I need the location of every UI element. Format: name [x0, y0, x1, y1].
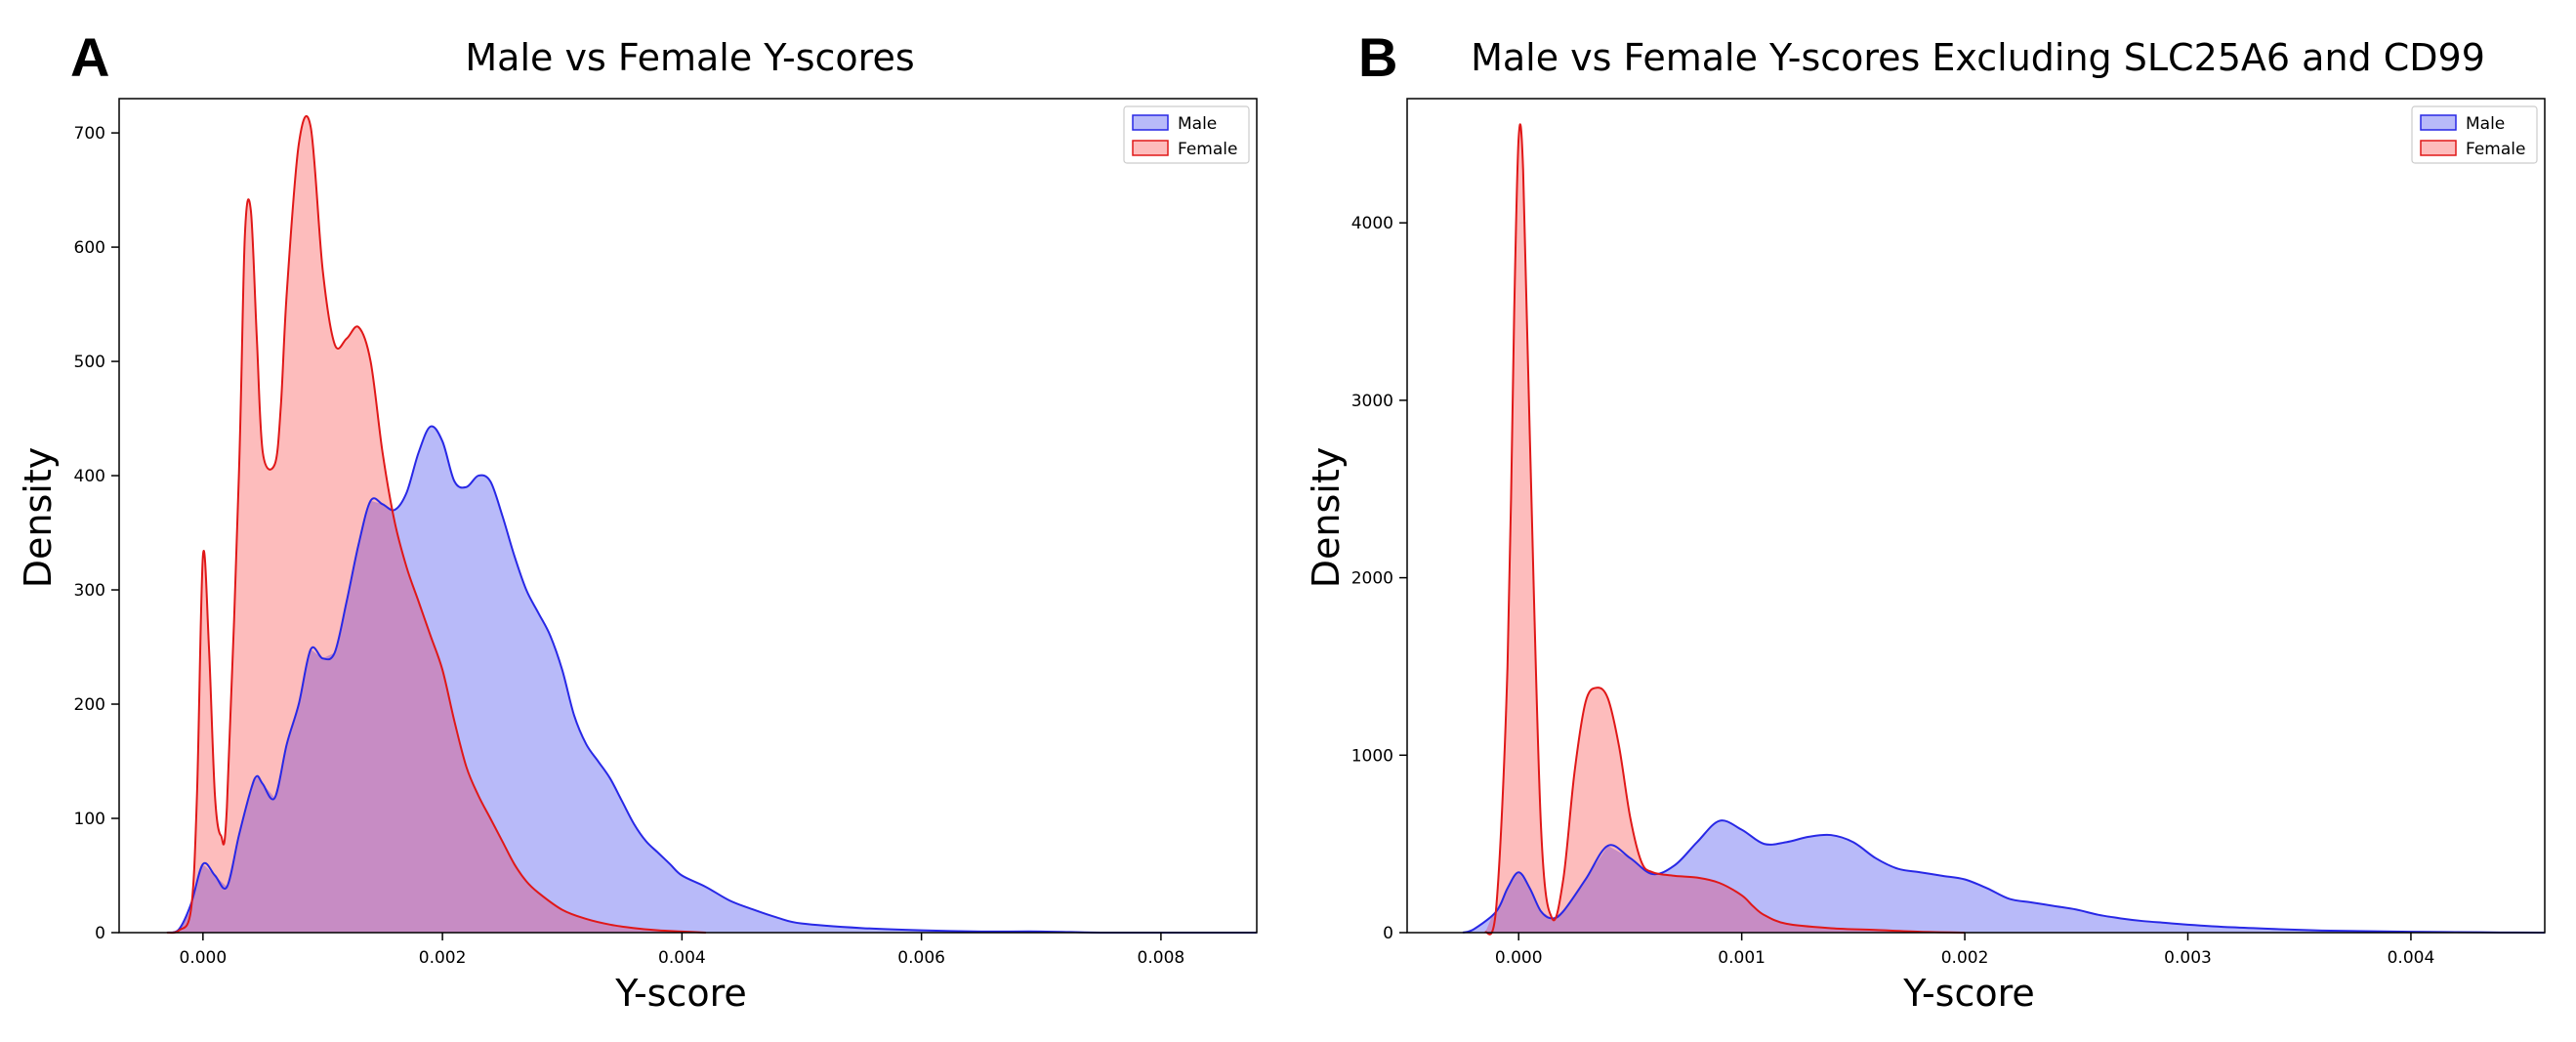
overlap-area [1407, 846, 2545, 933]
x-tick-label: 0.002 [419, 948, 467, 968]
chart-title: Male vs Female Y-scores Excluding SLC25A… [1471, 36, 2485, 79]
plot-frame [118, 98, 1258, 934]
x-tick-label: 0.003 [2164, 948, 2212, 968]
y-tick-label: 300 [74, 581, 105, 601]
y-tick-label: 200 [74, 695, 105, 715]
y-tick-label: 0 [1383, 924, 1393, 943]
x-axis-label: Y-score [614, 972, 747, 1015]
legend-male-label: Male [2466, 114, 2505, 134]
panel-letter: B [1358, 26, 1397, 88]
panel-letter: A [70, 26, 109, 88]
overlap-area [119, 501, 1257, 933]
x-axis-label: Y-score [1902, 972, 2035, 1015]
female-density-area [1484, 124, 1966, 935]
y-tick-label: 400 [74, 467, 105, 486]
legend-female-label: Female [1178, 140, 1237, 159]
y-tick-label: 100 [74, 810, 105, 829]
x-tick-label: 0.000 [180, 948, 228, 968]
chart-b: B Male vs Female Y-scores Excluding SLC25… [1305, 26, 2546, 1015]
y-axis-label: Density [17, 447, 60, 588]
female-density-line [166, 114, 706, 935]
x-tick-label: 0.001 [1718, 948, 1766, 968]
x-tick-label: 0.002 [1941, 948, 1989, 968]
chart-title: Male vs Female Y-scores [465, 36, 914, 79]
x-tick-label: 0.004 [658, 948, 706, 968]
y-tick-label: 600 [74, 238, 105, 258]
x-tick-label: 0.000 [1495, 948, 1543, 968]
x-tick-label: 0.006 [897, 948, 945, 968]
y-axis-label: Density [1305, 447, 1348, 588]
female-density-line [1484, 123, 1966, 936]
legend-male-label: Male [1178, 114, 1217, 134]
male-density-line [166, 425, 1257, 935]
y-tick-label: 700 [74, 124, 105, 144]
x-tick-label: 0.008 [1138, 948, 1185, 968]
panel-b: B Male vs Female Y-scores Excluding SLC25… [1288, 0, 2576, 1042]
panel-a: A Male vs Female Y-scores 0.000 0.002 0.004 0… [17, 26, 1258, 1015]
legend-female-swatch [1132, 140, 1169, 156]
legend-male-swatch [1132, 114, 1169, 131]
legend-female-swatch [2420, 140, 2457, 156]
y-tick-label: 0 [95, 924, 105, 943]
y-tick-label: 2000 [1351, 569, 1393, 589]
plot-frame [1406, 98, 2546, 934]
legend-male-swatch [2420, 114, 2457, 131]
x-tick-label: 0.004 [2388, 948, 2435, 968]
y-tick-label: 500 [74, 353, 105, 372]
y-tick-label: 1000 [1351, 746, 1393, 766]
y-tick-label: 4000 [1351, 214, 1393, 233]
chart-a: A Male vs Female Y-scores 0.000 0.002 0.004 0… [17, 26, 1258, 1015]
y-tick-label: 3000 [1351, 392, 1393, 411]
legend-female-label: Female [2466, 140, 2525, 159]
